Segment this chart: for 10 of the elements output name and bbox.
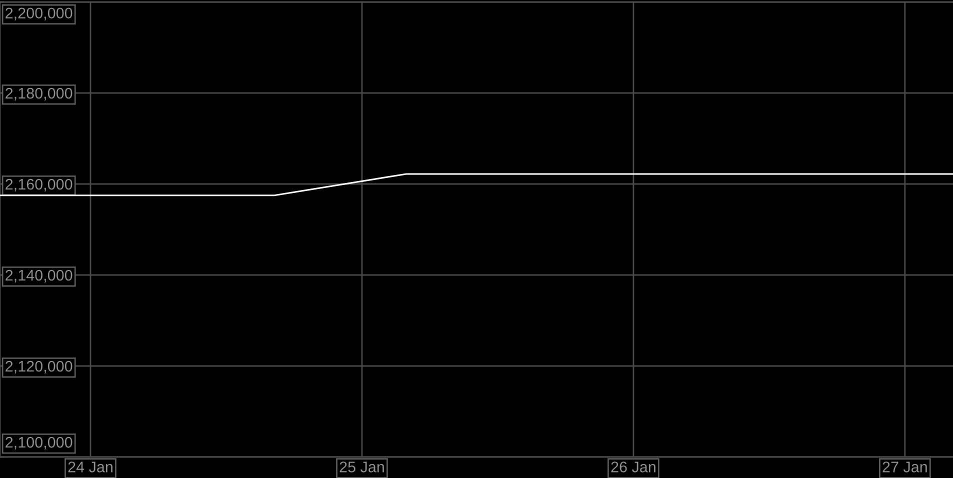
x-tick-label: 26 Jan [611, 462, 656, 472]
y-tick-label: 2,140,000 [6, 270, 72, 282]
x-tick-label: 24 Jan [68, 462, 112, 472]
y-tick-label: 2,180,000 [6, 88, 72, 100]
x-tick-label: 25 Jan [340, 462, 384, 472]
y-tick-label: 2,100,000 [6, 436, 72, 450]
y-tick-label: 2,120,000 [6, 360, 72, 374]
x-tick-label: 27 Jan [882, 462, 927, 472]
y-tick-label: 2,160,000 [6, 178, 72, 192]
y-tick-label: 2,200,000 [6, 8, 72, 20]
